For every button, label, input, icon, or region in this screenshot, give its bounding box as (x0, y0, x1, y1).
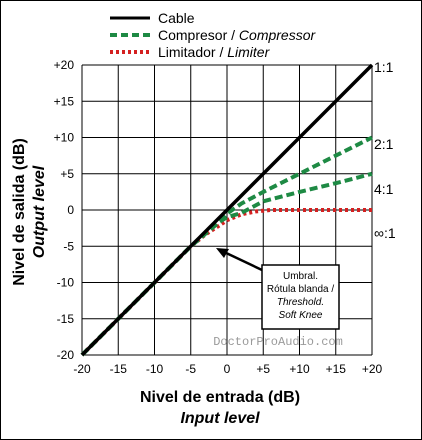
ratio-label-1-1: 1:1 (374, 59, 394, 75)
y-tick-label: -10 (57, 276, 75, 290)
threshold-annotation: Umbral. Rótula blanda / Threshold. Soft … (216, 248, 340, 330)
x-tick-label: +5 (256, 362, 270, 376)
legend: Cable Compresor / Compressor Limitador /… (110, 10, 317, 60)
x-tick-label: +10 (289, 362, 310, 376)
y-tick-label: -20 (57, 348, 75, 362)
legend-label-limiter: Limitador / Limiter (158, 44, 271, 60)
x-tick-label: +15 (326, 362, 347, 376)
annotation-arrowhead (216, 248, 229, 258)
x-tick-label: +20 (362, 362, 383, 376)
annotation-line-4: Soft Knee (279, 310, 323, 321)
annotation-line-2: Rótula blanda / (267, 284, 334, 295)
watermark: DoctorProAudio.com (213, 335, 343, 349)
ratio-label-4-1: 4:1 (374, 181, 394, 197)
annotation-line-3: Threshold. (277, 297, 324, 308)
y-tick-label: -5 (63, 239, 74, 253)
legend-label-cable: Cable (158, 10, 195, 26)
ratio-label-2-1: 2:1 (374, 136, 394, 152)
annotation-line-1: Umbral. (283, 271, 318, 282)
x-tick-label: -10 (146, 362, 164, 376)
x-axis-title-en: Input level (180, 410, 260, 427)
series-line-cable (80, 63, 374, 357)
x-tick-label: -20 (73, 362, 91, 376)
y-tick-label: -15 (57, 312, 75, 326)
y-tick-label: 0 (67, 203, 74, 217)
plot-series (80, 63, 374, 357)
axis-ticks: -20 -15 -10 -5 0 +5 +10 +15 +20 -20 -15 -10 -5 0 +5 +10… (54, 58, 383, 376)
x-axis-title: Nivel de entrada (dB) (140, 389, 300, 406)
series-line-limiter (80, 208, 372, 357)
y-tick-label: +15 (54, 94, 75, 108)
y-tick-label: +10 (54, 131, 75, 145)
x-tick-label: -5 (185, 362, 196, 376)
legend-label-compressor: Compresor / Compressor (158, 27, 317, 43)
y-tick-label: +20 (54, 58, 75, 72)
annotation-box (261, 264, 340, 330)
ratio-label-inf-1: ∞:1 (374, 225, 396, 241)
y-tick-label: +5 (60, 167, 74, 181)
annotation-arrow-line (221, 249, 263, 272)
y-axis-title: Nivel de salida (dB) (11, 138, 28, 286)
y-axis-title-en: Output level (31, 165, 48, 258)
x-tick-label: -15 (110, 362, 128, 376)
x-tick-label: 0 (224, 362, 231, 376)
